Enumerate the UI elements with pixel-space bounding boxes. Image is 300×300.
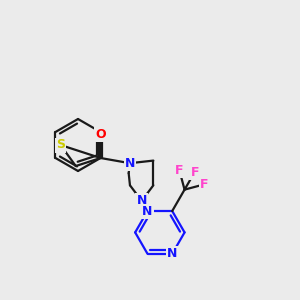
Text: S: S <box>56 139 65 152</box>
Text: O: O <box>95 128 106 141</box>
Text: N: N <box>136 194 147 207</box>
Text: N: N <box>167 247 177 260</box>
Text: N: N <box>125 157 135 170</box>
Text: F: F <box>175 164 184 176</box>
Text: N: N <box>142 205 153 218</box>
Text: F: F <box>190 166 199 178</box>
Text: F: F <box>200 178 208 191</box>
